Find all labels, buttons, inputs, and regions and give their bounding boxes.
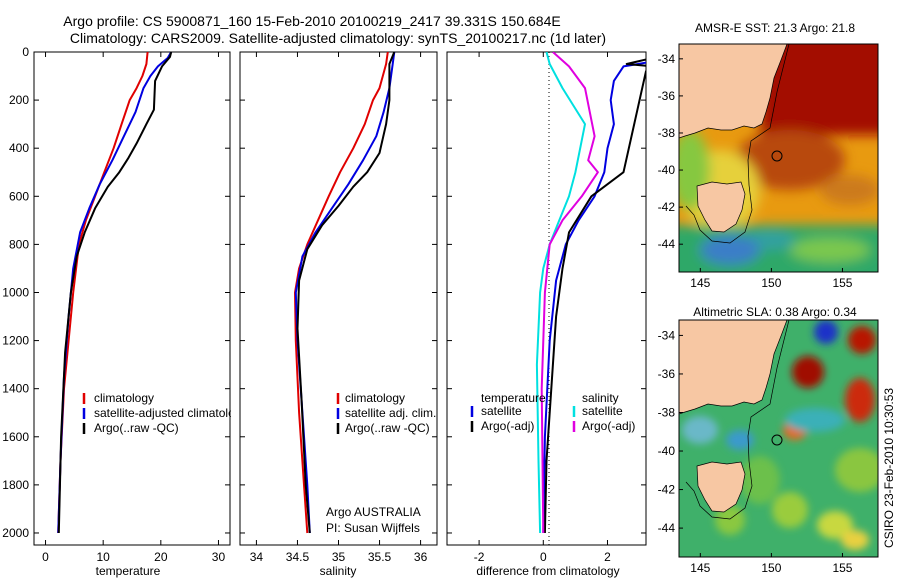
x-tick-label: 34.5 <box>286 550 310 564</box>
sst-map-ticks: 145 150 155 -34 -36 -38 -40 -42 -44 <box>658 52 853 290</box>
series-line-argo-raw-qc- <box>296 52 396 534</box>
x-tick-label: 35.5 <box>368 550 392 564</box>
difference-legend: temperature satellite Argo(-adj) salinit… <box>470 391 635 433</box>
tasmania-coast <box>696 181 746 233</box>
lon-tick-label: 145 <box>690 561 710 575</box>
y-tick-label: 800 <box>9 237 29 251</box>
temperature-series-group <box>57 52 173 534</box>
legend-label-climatology: climatology <box>345 391 405 405</box>
x-tick-label: 2 <box>604 550 611 564</box>
legend-heading-salinity: salinity <box>582 391 619 405</box>
y-tick-label: 400 <box>9 141 29 155</box>
lon-tick-label: 150 <box>761 276 781 290</box>
legend-label-argo: Argo(..raw -QC) <box>345 421 430 435</box>
legend-label-satellite: satellite adj. clim. <box>345 406 436 420</box>
temperature-legend: climatology satellite-adjusted climatolo… <box>82 391 247 435</box>
panel-gap <box>231 52 240 545</box>
x-tick-label: 0 <box>42 550 49 564</box>
legend-label-climatology: climatology <box>94 391 154 405</box>
temperature-axis-label: temperature <box>96 564 161 578</box>
y-tick-label: 600 <box>9 189 29 203</box>
legend-label-argo: Argo(..raw -QC) <box>94 421 179 435</box>
header-line-1: Argo profile: CS 5900871_160 15-Feb-2010… <box>63 13 560 29</box>
x-tick-label: 20 <box>154 550 168 564</box>
series-line-salinity-argo-adj- <box>540 52 599 534</box>
salinity-ticks: 34 34.5 35 35.5 36 <box>240 51 437 564</box>
argo-float-marker <box>771 434 783 446</box>
x-tick-label: 34 <box>250 550 264 564</box>
y-tick-label: 1200 <box>2 334 29 348</box>
sst-map-image <box>679 44 878 272</box>
x-tick-label: 30 <box>212 550 226 564</box>
lon-tick-label: 145 <box>690 276 710 290</box>
csiro-timestamp: CSIRO 23-Feb-2010 10:30:53 <box>882 388 896 548</box>
lat-tick-label: -44 <box>658 237 676 251</box>
legend-label-satellite: satellite-adjusted climatology <box>94 406 247 420</box>
lat-tick-label: -42 <box>658 200 676 214</box>
sst-map-panel: AMSR-E SST: 21.3 Argo: 21.8 145 150 155 -34… <box>658 21 879 290</box>
argo-pi-annotation: PI: Susan Wijffels <box>326 521 420 535</box>
lon-tick-label: 155 <box>832 276 852 290</box>
legend-label-temp-satellite: satellite <box>481 404 522 418</box>
difference-profile-panel: -2 0 2 difference from climatology tempera… <box>446 51 647 578</box>
mainland-coast <box>679 44 788 139</box>
series-line-argo-raw-qc- <box>57 52 173 534</box>
series-line-climatology <box>294 52 389 534</box>
sla-map-image <box>679 320 878 557</box>
x-tick-label: 35 <box>332 550 346 564</box>
temperature-ticks: 0 10 20 30 0 200 400 600 800 1000 1200 1400 1600 1800… <box>2 45 230 564</box>
series-line-temperature-satellite <box>542 61 646 534</box>
lon-tick-label: 155 <box>832 561 852 575</box>
argo-program-annotation: Argo AUSTRALIA <box>326 505 421 519</box>
series-line-temperature-argo-adj- <box>543 58 646 534</box>
lat-tick-label: -40 <box>658 444 676 458</box>
x-tick-label: 36 <box>414 550 428 564</box>
difference-axis-label: difference from climatology <box>476 564 619 578</box>
y-tick-label: 0 <box>22 45 29 59</box>
legend-label-temp-argo: Argo(-adj) <box>481 419 534 433</box>
series-line-salinity-satellite <box>535 52 586 534</box>
lat-tick-label: -36 <box>658 367 676 381</box>
difference-series-group <box>535 52 646 534</box>
y-tick-label: 2000 <box>2 526 29 540</box>
salinity-profile-panel: 34 34.5 35 35.5 36 salinity climatology sate… <box>239 51 438 578</box>
lat-tick-label: -36 <box>658 89 676 103</box>
lat-tick-label: -38 <box>658 405 676 419</box>
header-line-2: Climatology: CARS2009. Satellite-adjuste… <box>70 30 606 46</box>
lat-tick-label: -38 <box>658 126 676 140</box>
lon-tick-label: 150 <box>761 561 781 575</box>
lat-tick-label: -40 <box>658 163 676 177</box>
lat-tick-label: -34 <box>658 328 676 342</box>
y-tick-label: 1800 <box>2 478 29 492</box>
legend-label-sal-satellite: satellite <box>582 404 623 418</box>
lat-tick-label: -34 <box>658 52 676 66</box>
argo-float-marker <box>771 150 783 162</box>
salinity-series-group <box>294 52 396 534</box>
sla-map-title: Altimetric SLA: 0.38 Argo: 0.34 <box>693 305 857 319</box>
shelf-contour <box>685 44 790 244</box>
salinity-axis-label: salinity <box>320 564 357 578</box>
legend-label-sal-argo: Argo(-adj) <box>582 419 635 433</box>
y-tick-label: 1400 <box>2 382 29 396</box>
shelf-contour <box>685 320 790 520</box>
x-tick-label: -2 <box>474 550 485 564</box>
temperature-profile-panel: 0 10 20 30 0 200 400 600 800 1000 1200 1400 1600 1800… <box>2 45 247 578</box>
sla-map-ticks: 145 150 155 -34 -36 -38 -40 -42 -44 <box>658 328 853 575</box>
lat-tick-label: -44 <box>658 521 676 535</box>
mainland-coast <box>679 320 788 415</box>
x-tick-label: 10 <box>96 550 110 564</box>
difference-ticks: -2 0 2 <box>447 51 646 564</box>
y-tick-label: 1000 <box>2 285 29 299</box>
legend-heading-temperature: temperature <box>481 391 546 405</box>
tasmania-coast <box>696 461 746 513</box>
y-tick-label: 1600 <box>2 430 29 444</box>
x-tick-label: 0 <box>540 550 547 564</box>
salinity-legend: climatology satellite adj. clim. Argo(..… <box>336 391 436 435</box>
lat-tick-label: -42 <box>658 483 676 497</box>
sla-map-panel: Altimetric SLA: 0.38 Argo: 0.34 <box>658 305 879 575</box>
y-tick-label: 200 <box>9 93 29 107</box>
sst-map-title: AMSR-E SST: 21.3 Argo: 21.8 <box>695 21 855 35</box>
